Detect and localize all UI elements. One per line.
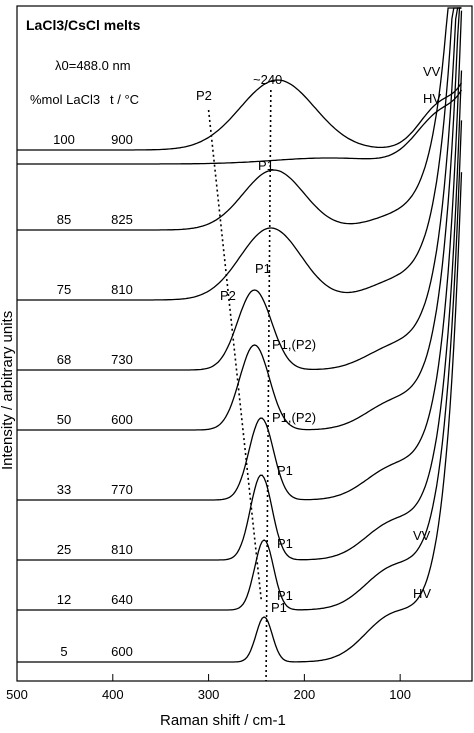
- second-peak-label-3: P2: [220, 288, 236, 303]
- peak-label-2: P1: [258, 158, 274, 173]
- spectra-curves: [17, 7, 463, 663]
- x-tick-label-100: 100: [389, 687, 411, 702]
- peak-label-4: P1,(P2): [272, 337, 316, 352]
- peak-label-6: P1: [277, 463, 293, 478]
- pol-label-1: HV: [423, 91, 441, 106]
- mol-label-50: 50: [57, 412, 71, 427]
- guide-p2: [207, 109, 263, 601]
- pol-label-9: HV: [413, 586, 431, 601]
- peak-label-5: P1,(P2): [272, 410, 316, 425]
- temp-label-600: 600: [111, 644, 133, 659]
- col-header-mol: %mol LaCl3: [30, 92, 100, 107]
- spectrum-100-HV: [17, 89, 463, 165]
- spectrum-100-VV: [17, 79, 463, 151]
- mol-label-85: 85: [57, 212, 71, 227]
- mol-label-100: 100: [53, 132, 75, 147]
- mol-label-68: 68: [57, 352, 71, 367]
- x-tick-label-500: 500: [6, 687, 28, 702]
- mol-label-75: 75: [57, 282, 71, 297]
- y-axis-title: Intensity / arbitrary units: [0, 311, 16, 470]
- x-tick-label-400: 400: [102, 687, 124, 702]
- temp-label-825: 825: [111, 212, 133, 227]
- x-tick-label-300: 300: [198, 687, 220, 702]
- mol-label-33: 33: [57, 482, 71, 497]
- chart-title: LaCl3/CsCl melts: [26, 17, 141, 33]
- temp-label-810: 810: [111, 542, 133, 557]
- temp-label-810: 810: [111, 282, 133, 297]
- series-labels: 100 900 85 825 75 810 68 730 50 600 33 770 25 810 12 64…: [53, 64, 441, 659]
- peak-label-3: P1: [255, 261, 271, 276]
- col-header-temp: t / °C: [110, 92, 139, 107]
- spectrum-25-VV: [17, 70, 463, 561]
- peak-label-7: P1: [277, 536, 293, 551]
- x-ticks: 500 400 300 200 100: [6, 674, 411, 702]
- peak-note: ~240: [253, 72, 282, 87]
- peak-label-9: P1: [271, 600, 287, 615]
- peak-label-0: P2: [196, 88, 212, 103]
- guide-lines: [207, 89, 272, 682]
- mol-label-25: 25: [57, 542, 71, 557]
- mol-label-12: 12: [57, 592, 71, 607]
- temp-label-730: 730: [111, 352, 133, 367]
- plot-frame: [16, 5, 473, 682]
- spectrum-5-VV: [17, 172, 463, 663]
- pol-label-0: VV: [423, 64, 441, 79]
- temp-label-600: 600: [111, 412, 133, 427]
- x-axis-title: Raman shift / cm-1: [160, 712, 286, 729]
- pol-label-8: VV: [413, 528, 431, 543]
- temp-label-640: 640: [111, 592, 133, 607]
- temp-label-770: 770: [111, 482, 133, 497]
- spectrum-75-VV: [17, 7, 462, 301]
- spectrum-68-VV: [17, 7, 462, 371]
- spectrum-33-VV: [17, 10, 463, 501]
- x-tick-label-200: 200: [294, 687, 316, 702]
- wavelength-label: λ0=488.0 nm: [55, 58, 131, 73]
- temp-label-900: 900: [111, 132, 133, 147]
- spectrum-85-VV: [17, 7, 462, 231]
- spectrum-50-VV: [17, 7, 462, 431]
- spectrum-12-VV: [17, 120, 463, 611]
- mol-label-5: 5: [60, 644, 67, 659]
- peak-label-8: P1: [277, 588, 293, 603]
- guide-240: [265, 89, 272, 682]
